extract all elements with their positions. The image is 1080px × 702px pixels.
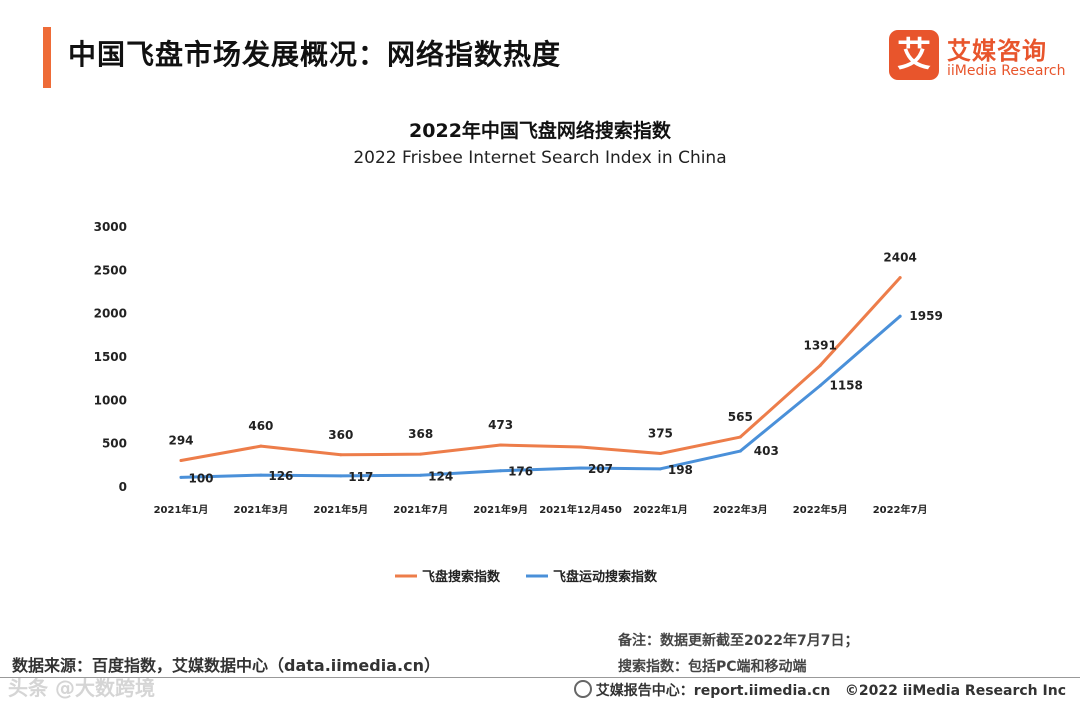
data-point	[259, 444, 263, 448]
x-tick-label: 2021年12月450	[539, 503, 622, 516]
y-tick-label: 3000	[94, 220, 127, 234]
globe-icon	[573, 680, 592, 698]
series-line-2	[179, 314, 902, 479]
note-line-2: 搜索指数：包括PC端和移动端	[618, 659, 807, 675]
data-point	[499, 443, 503, 447]
data-label: 460	[248, 419, 273, 433]
data-label: 117	[348, 470, 373, 484]
series-line-1	[179, 276, 902, 463]
data-point	[419, 473, 423, 477]
iimedia-logo: 艾 艾媒咨询 iiMedia Research	[889, 30, 1069, 82]
y-tick-label: 2500	[94, 263, 127, 277]
data-label: 198	[668, 463, 693, 477]
page-title: 中国飞盘市场发展概况：网络指数热度	[68, 38, 562, 71]
footer: 艾媒报告中心：report.iimedia.cn ©2022 iiMedia R…	[573, 680, 1066, 700]
data-label: 1158	[829, 379, 862, 393]
data-point	[658, 467, 662, 471]
x-tick-label: 2022年5月	[793, 503, 848, 516]
y-tick-label: 1500	[94, 350, 127, 364]
data-label: 294	[168, 434, 193, 448]
data-point	[579, 466, 582, 470]
data-point	[579, 445, 582, 449]
copyright: ©2022 iiMedia Research Inc	[844, 683, 1066, 699]
x-tick-label: 2021年7月	[393, 503, 448, 516]
data-label: 1391	[803, 338, 836, 352]
chart-subtitle: 2022 Frisbee Internet Search Index in Ch…	[353, 148, 727, 168]
note-line-1: 备注：数据更新截至2022年7月7日；	[618, 633, 859, 649]
data-label: 375	[648, 427, 673, 441]
legend-label-1: 飞盘搜索指数	[422, 569, 501, 585]
x-tick-label: 2021年5月	[313, 503, 368, 516]
logo-cn-text: 艾媒咨询	[947, 37, 1047, 65]
data-label: 565	[728, 410, 753, 424]
x-tick-label: 2022年3月	[713, 503, 768, 516]
chart-note: 备注：数据更新截至2022年7月7日； 搜索指数：包括PC端和移动端	[618, 628, 858, 680]
data-point	[259, 473, 263, 477]
footer-divider	[0, 677, 1080, 678]
data-point	[339, 453, 343, 457]
data-label: 124	[428, 469, 453, 483]
data-point	[738, 449, 742, 453]
data-label: 2404	[883, 251, 916, 265]
x-tick-label: 2021年1月	[154, 503, 209, 516]
y-tick-label: 1000	[94, 393, 127, 407]
data-point	[898, 314, 902, 318]
x-tick-label: 2022年1月	[633, 503, 688, 516]
data-point	[179, 459, 183, 463]
data-point	[499, 469, 503, 473]
y-tick-label: 500	[102, 437, 127, 451]
data-label: 176	[508, 465, 533, 479]
data-point	[419, 452, 423, 456]
data-label: 473	[488, 418, 513, 432]
report-center-link[interactable]: 艾媒报告中心：report.iimedia.cn	[595, 683, 831, 699]
data-point	[898, 276, 902, 280]
data-label: 1959	[909, 309, 942, 323]
watermark: 头条 @大数跨境	[8, 676, 155, 700]
chart-title: 2022年中国飞盘网络搜索指数	[409, 120, 671, 142]
data-label: 100	[188, 471, 213, 485]
legend-label-2: 飞盘运动搜索指数	[553, 569, 658, 585]
logo-mark-icon: 艾	[889, 30, 939, 80]
data-point	[818, 384, 822, 388]
data-point	[738, 435, 742, 439]
data-label: 126	[268, 469, 293, 483]
y-tick-label: 2000	[94, 307, 127, 321]
data-label: 403	[754, 444, 779, 458]
data-point	[658, 452, 662, 455]
data-label: 368	[408, 427, 433, 441]
data-label: 360	[328, 428, 353, 442]
title-accent-bar	[43, 27, 51, 88]
x-tick-label: 2022年7月	[873, 503, 928, 516]
logo-en-text: iiMedia Research	[947, 63, 1066, 79]
y-tick-label: 0	[119, 480, 127, 494]
x-tick-label: 2021年3月	[234, 503, 289, 516]
data-point	[339, 474, 343, 478]
data-point	[179, 475, 183, 479]
data-source: 数据来源：百度指数，艾媒数据中心（data.iimedia.cn）	[12, 656, 440, 675]
x-tick-label: 2021年9月	[473, 503, 528, 516]
data-point	[818, 363, 822, 367]
data-label: 207	[588, 462, 613, 476]
